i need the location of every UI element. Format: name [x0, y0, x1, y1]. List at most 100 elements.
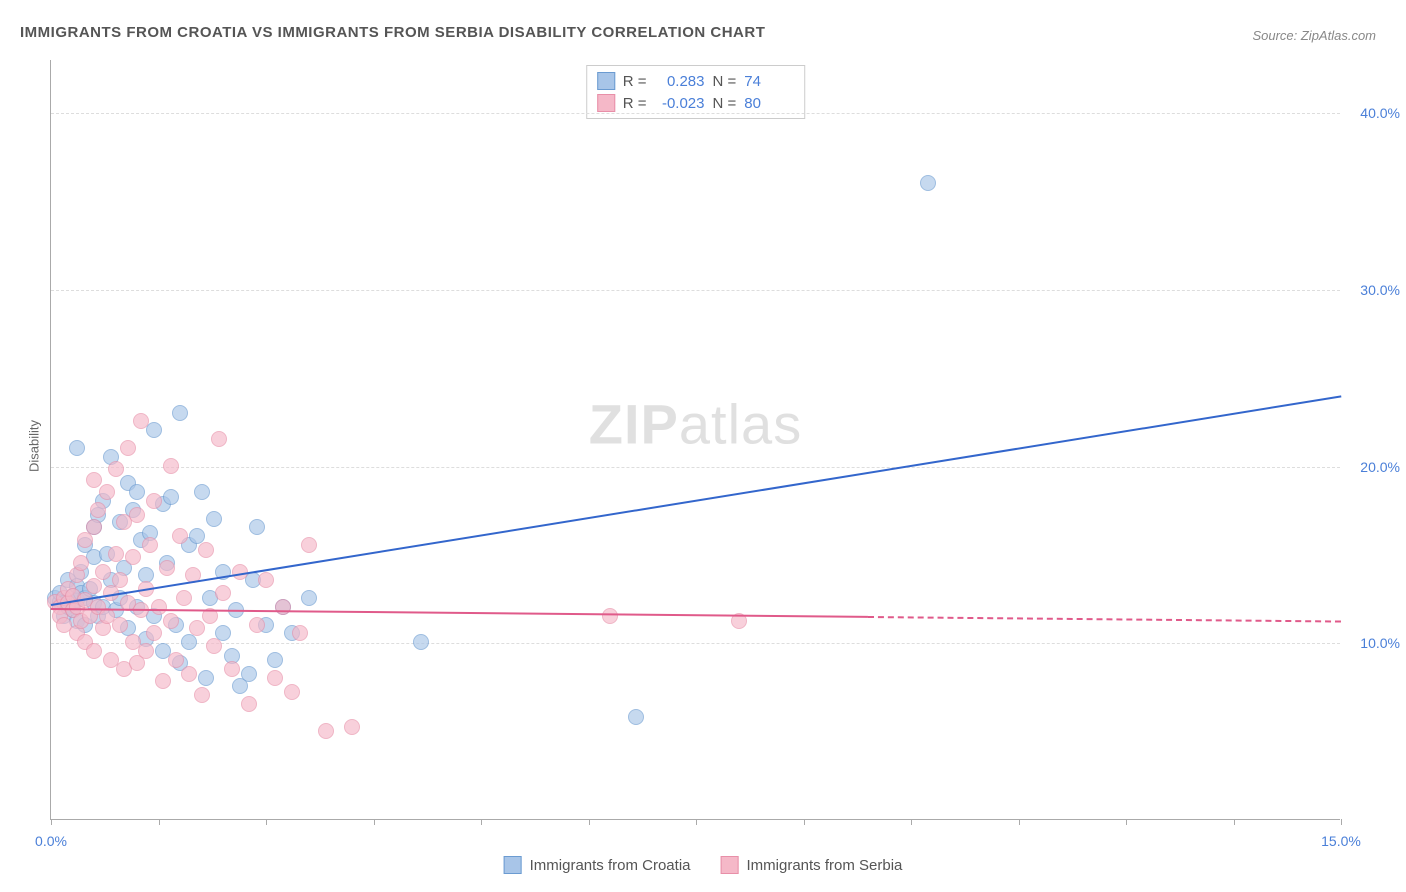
scatter-point	[90, 502, 106, 518]
x-tick-mark	[1019, 819, 1020, 825]
scatter-point	[159, 560, 175, 576]
legend-swatch	[504, 856, 522, 874]
scatter-point	[194, 484, 210, 500]
scatter-point	[267, 652, 283, 668]
stat-n-value: 74	[744, 73, 794, 90]
scatter-point	[146, 625, 162, 641]
legend-item: Immigrants from Serbia	[721, 856, 903, 874]
scatter-point	[318, 723, 334, 739]
scatter-point	[133, 413, 149, 429]
y-axis-label: Disability	[27, 420, 42, 472]
stat-r-value: -0.023	[655, 95, 705, 112]
x-tick-mark	[1126, 819, 1127, 825]
plot-area: ZIPatlas R =0.283N =74R =-0.023N =80 10.…	[50, 60, 1340, 820]
scatter-point	[292, 625, 308, 641]
scatter-point	[215, 585, 231, 601]
x-tick-mark	[51, 819, 52, 825]
x-tick-mark	[911, 819, 912, 825]
gridline	[51, 290, 1340, 291]
x-tick-mark	[481, 819, 482, 825]
scatter-point	[151, 599, 167, 615]
scatter-point	[189, 620, 205, 636]
scatter-point	[206, 511, 222, 527]
stats-row: R = 0.283 N = 74	[597, 70, 795, 92]
scatter-point	[224, 661, 240, 677]
scatter-point	[138, 643, 154, 659]
scatter-point	[129, 507, 145, 523]
scatter-point	[99, 484, 115, 500]
x-tick-mark	[266, 819, 267, 825]
scatter-point	[198, 670, 214, 686]
source-label: Source: ZipAtlas.com	[1252, 28, 1376, 43]
scatter-point	[198, 542, 214, 558]
scatter-point	[129, 484, 145, 500]
scatter-point	[181, 666, 197, 682]
watermark: ZIPatlas	[589, 392, 802, 457]
stat-r-label: R =	[623, 95, 647, 112]
stat-n-label: N =	[713, 73, 737, 90]
scatter-point	[155, 673, 171, 689]
gridline	[51, 643, 1340, 644]
x-tick-mark	[1341, 819, 1342, 825]
scatter-point	[172, 405, 188, 421]
stat-r-label: R =	[623, 73, 647, 90]
gridline	[51, 467, 1340, 468]
y-tick-label: 10.0%	[1360, 635, 1400, 651]
scatter-point	[163, 489, 179, 505]
scatter-point	[241, 696, 257, 712]
bottom-legend: Immigrants from Croatia Immigrants from S…	[504, 856, 903, 874]
x-tick-mark	[804, 819, 805, 825]
scatter-point	[176, 590, 192, 606]
y-tick-label: 30.0%	[1360, 282, 1400, 298]
legend-item: Immigrants from Croatia	[504, 856, 691, 874]
x-tick-mark	[1234, 819, 1235, 825]
scatter-point	[920, 175, 936, 191]
scatter-point	[241, 666, 257, 682]
scatter-point	[125, 549, 141, 565]
scatter-point	[602, 608, 618, 624]
scatter-point	[301, 590, 317, 606]
scatter-point	[211, 431, 227, 447]
scatter-point	[95, 564, 111, 580]
stats-row: R =-0.023N =80	[597, 92, 795, 114]
y-tick-label: 40.0%	[1360, 105, 1400, 121]
scatter-point	[73, 555, 89, 571]
scatter-point	[163, 458, 179, 474]
scatter-point	[108, 546, 124, 562]
scatter-point	[284, 684, 300, 700]
scatter-point	[146, 493, 162, 509]
scatter-point	[413, 634, 429, 650]
gridline	[51, 113, 1340, 114]
legend-swatch	[721, 856, 739, 874]
scatter-point	[249, 519, 265, 535]
x-tick-mark	[696, 819, 697, 825]
stat-r-value: 0.283	[655, 73, 705, 90]
scatter-point	[301, 537, 317, 553]
scatter-point	[120, 440, 136, 456]
scatter-point	[163, 613, 179, 629]
scatter-point	[86, 643, 102, 659]
scatter-point	[142, 537, 158, 553]
scatter-point	[112, 617, 128, 633]
legend-label: Immigrants from Serbia	[747, 857, 903, 874]
scatter-point	[112, 572, 128, 588]
scatter-point	[249, 617, 265, 633]
chart-title: IMMIGRANTS FROM CROATIA VS IMMIGRANTS FR…	[20, 24, 765, 41]
x-tick-mark	[589, 819, 590, 825]
stat-n-label: N =	[713, 95, 737, 112]
scatter-point	[206, 638, 222, 654]
x-tick-label: 15.0%	[1321, 833, 1361, 849]
scatter-point	[267, 670, 283, 686]
legend-label: Immigrants from Croatia	[530, 857, 691, 874]
x-tick-mark	[159, 819, 160, 825]
x-tick-mark	[374, 819, 375, 825]
scatter-point	[275, 599, 291, 615]
y-tick-label: 20.0%	[1360, 459, 1400, 475]
legend-swatch	[597, 72, 615, 90]
scatter-point	[258, 572, 274, 588]
scatter-point	[628, 709, 644, 725]
x-tick-label: 0.0%	[35, 833, 67, 849]
scatter-point	[181, 634, 197, 650]
trend-line-dashed	[868, 616, 1341, 623]
scatter-point	[344, 719, 360, 735]
